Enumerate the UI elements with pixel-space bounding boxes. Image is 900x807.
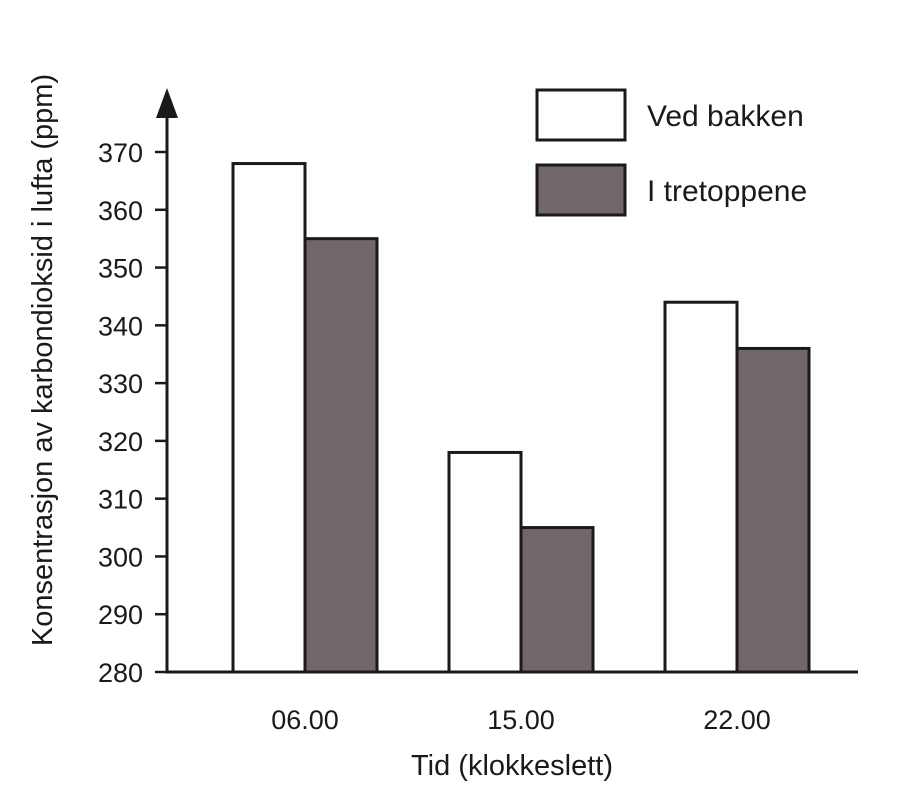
bar-06-00-series-1 (303, 237, 379, 674)
y-axis-arrow-icon (156, 88, 178, 118)
y-axis-title: Konsentrasjon av karbondioksid i lufta (… (27, 74, 59, 646)
y-tick-label: 370 (98, 138, 143, 168)
y-tick-label: 280 (98, 658, 143, 688)
y-tick-label: 320 (98, 427, 143, 457)
y-tick-label: 290 (98, 600, 143, 630)
bar-22-00-series-1 (735, 346, 811, 674)
y-tick-label: 310 (98, 485, 143, 515)
bar-15-00-series-0 (447, 450, 523, 674)
legend-label-1: I tretoppene (647, 175, 807, 208)
x-tick-label: 22.00 (703, 705, 771, 735)
bars (231, 162, 811, 674)
bar-06-00-series-0 (231, 162, 307, 674)
bar-22-00-series-0 (663, 300, 739, 674)
y-tick-label: 350 (98, 254, 143, 284)
x-axis-ticks: 06.00 15.00 22.00 (271, 705, 771, 735)
legend-swatch-0 (535, 88, 627, 142)
x-tick-label: 15.00 (487, 705, 555, 735)
y-axis-ticks: 280 290 300 310 320 330 340 350 360 370 (98, 138, 167, 688)
y-tick-label: 330 (98, 369, 143, 399)
x-axis-title: Tid (klokkeslett) (411, 750, 613, 782)
legend: Ved bakken I tretoppene (535, 88, 807, 217)
legend-label-0: Ved bakken (647, 100, 804, 133)
bar-15-00-series-1 (519, 526, 595, 674)
y-tick-label: 300 (98, 542, 143, 572)
x-tick-label: 06.00 (271, 705, 339, 735)
y-tick-label: 360 (98, 196, 143, 226)
legend-swatch-1 (535, 163, 627, 217)
y-tick-label: 340 (98, 311, 143, 341)
